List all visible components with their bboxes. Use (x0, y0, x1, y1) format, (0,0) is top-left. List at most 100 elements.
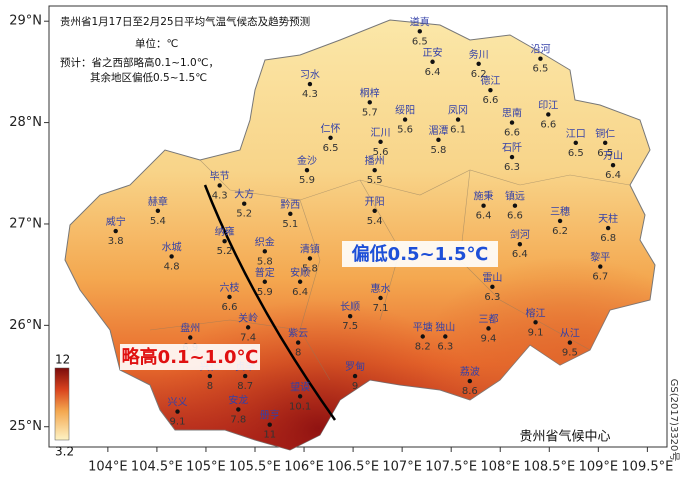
station-name: 金沙 (297, 154, 317, 167)
station-name: 江口 (566, 128, 586, 140)
station-value: 5.1 (282, 219, 298, 230)
station-name: 惠水 (371, 282, 391, 295)
x-tick-label: 104.5°E (131, 460, 183, 475)
station-value: 6.3 (437, 341, 453, 352)
station-value: 9.1 (170, 417, 186, 428)
station-dot (222, 239, 227, 244)
station-name: 天柱 (598, 212, 618, 225)
y-tick-label: 28°N (9, 115, 42, 130)
station-dot (262, 249, 268, 254)
station-name: 桐梓 (360, 86, 380, 99)
station-name: 紫云 (288, 328, 308, 340)
station-name: 安顺 (290, 266, 310, 279)
x-tick-label: 107.5°E (425, 460, 477, 475)
station-value: 5.2 (217, 246, 233, 257)
station-name: 长顺 (340, 301, 360, 313)
station-value: 6.5 (597, 148, 613, 159)
station-value: 6.6 (540, 119, 556, 130)
station-name: 纳雍 (215, 225, 235, 238)
station-dot (236, 407, 241, 412)
station-value: 8 (295, 348, 301, 359)
station-dot (297, 394, 303, 399)
station-name: 水城 (162, 241, 182, 253)
station-dot (307, 256, 313, 261)
station-dot (436, 137, 441, 143)
station-name: 习水 (300, 69, 320, 81)
x-tick-label: 106.5°E (327, 460, 379, 475)
station-value: 7.1 (373, 303, 389, 314)
station-name: 威宁 (106, 215, 126, 228)
station-name: 印江 (538, 99, 558, 111)
station-dot (245, 325, 251, 330)
source: 贵州省气候中心 (519, 429, 610, 445)
station-name: 正安 (423, 46, 443, 59)
x-tick-label: 108°E (480, 460, 520, 475)
station-value: 6.6 (482, 95, 498, 106)
station-value: 10.1 (289, 401, 311, 412)
station-value: 6.6 (504, 128, 520, 139)
station-name: 荔波 (460, 365, 480, 378)
title: 贵州省1月17日至2月25日平均气温气候态及趋势预测 (60, 15, 310, 28)
station-dot (262, 279, 268, 284)
station-name: 开阳 (365, 196, 385, 208)
station-dot (352, 373, 358, 379)
station-value: 6.6 (507, 211, 523, 222)
label-bg (342, 241, 498, 267)
station-name: 册亨 (260, 409, 280, 422)
station-value: 5.9 (299, 175, 315, 186)
station-name: 黎平 (590, 251, 610, 264)
station-value: 6.6 (222, 302, 238, 313)
station-value: 5.7 (362, 107, 378, 118)
station-name: 凤冈 (448, 105, 468, 117)
station-value: 6.4 (605, 170, 621, 181)
station-value: 9.4 (481, 333, 497, 344)
x-tick-label: 104°E (88, 460, 128, 475)
station-name: 汇川 (371, 126, 391, 139)
station-name: 罗甸 (345, 360, 365, 373)
station-name: 湄潭 (428, 125, 448, 137)
station-value: 6.4 (512, 249, 528, 260)
legend-max: 12 (55, 353, 70, 367)
station-dot (533, 320, 538, 325)
station-name: 独山 (435, 320, 455, 333)
station-dot (486, 326, 491, 331)
station-value: 8.6 (462, 386, 478, 397)
station-name: 清镇 (300, 242, 320, 255)
station-dot (372, 168, 377, 173)
station-dot (481, 203, 486, 208)
y-tick-label: 27°N (9, 216, 42, 231)
station-value: 9.1 (528, 327, 544, 338)
station-dot (573, 140, 578, 146)
station-dot (538, 56, 543, 61)
station-value: 4.3 (302, 89, 318, 100)
station-dot (546, 112, 551, 117)
station-dot (297, 279, 303, 284)
station-dot (288, 211, 293, 217)
station-dot (488, 87, 493, 93)
station-value: 5.4 (150, 216, 166, 227)
station-value: 4.3 (212, 190, 228, 201)
station-value: 6.3 (504, 162, 520, 173)
station-dot (367, 100, 372, 105)
station-dot (113, 228, 118, 234)
station-dot (378, 295, 383, 301)
y-tick-label: 29°N (9, 14, 42, 29)
x-tick-label: 109°E (579, 460, 619, 475)
station-dot (307, 81, 313, 87)
station-value: 7.5 (342, 321, 358, 332)
station-value: 5.2 (236, 209, 252, 220)
station-name: 兴义 (168, 397, 188, 409)
station-dot (430, 59, 435, 64)
station-value: 6.5 (412, 36, 428, 47)
station-dot (509, 120, 515, 125)
y-tick-label: 26°N (9, 318, 42, 333)
x-tick-label: 106°E (284, 460, 324, 475)
approval: GS(2017)3320号 (668, 379, 680, 462)
station-value: 5.8 (430, 145, 446, 156)
station-value: 7.8 (230, 414, 246, 425)
station-value: 6.4 (476, 211, 492, 222)
station-dot (169, 254, 174, 259)
station-dot (610, 162, 616, 168)
station-value: 5.6 (373, 147, 389, 158)
